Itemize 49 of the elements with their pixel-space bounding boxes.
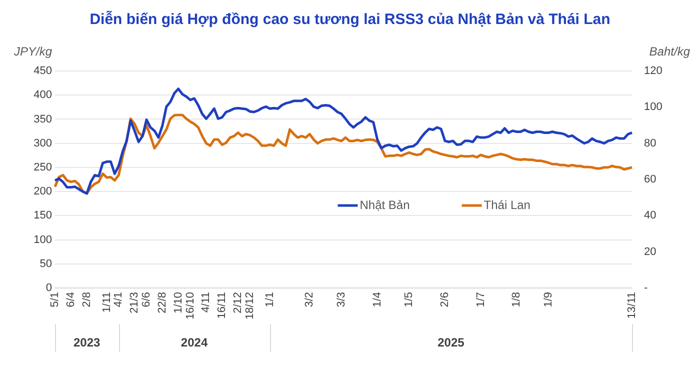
y-tick-label: 200 bbox=[34, 186, 52, 198]
y2-tick-label: 120 bbox=[644, 65, 662, 78]
x-tick-label: 21/3 bbox=[128, 292, 141, 314]
text: 2024 bbox=[180, 335, 208, 350]
y2-tick-label: 60 bbox=[644, 174, 656, 186]
y2-tick-label: 100 bbox=[644, 101, 662, 114]
x-tick-label: 1/10 bbox=[172, 292, 184, 314]
x-tick-label: 1/8 bbox=[510, 292, 523, 308]
text: 2025 bbox=[438, 335, 465, 350]
x-tick-label: 4/1 bbox=[112, 292, 125, 308]
y-tick-label: 100 bbox=[34, 234, 52, 246]
x-tick-label: 16/11 bbox=[216, 292, 228, 319]
x-tick-label: 4/11 bbox=[200, 292, 212, 313]
x-tick-label: 16/10 bbox=[184, 292, 196, 320]
x-tick-label: 5/1 bbox=[49, 292, 62, 308]
y-tick-label: 50 bbox=[40, 258, 52, 270]
x-tick-label: 1/4 bbox=[371, 292, 384, 308]
legend-label: Thái Lan bbox=[484, 198, 530, 212]
x-tick-label: 3/3 bbox=[336, 292, 348, 308]
y-axis-title: JPY/kg bbox=[13, 44, 52, 58]
x-tick-label: 1/1 bbox=[264, 292, 276, 308]
y-tick-label: 150 bbox=[34, 210, 52, 222]
y-tick-label: 450 bbox=[34, 65, 52, 78]
x-tick-label: 2/6 bbox=[439, 292, 452, 308]
x-tick-label: 1/11 bbox=[100, 292, 113, 313]
text: 2023 bbox=[73, 335, 101, 350]
x-tick-label: 2/8 bbox=[80, 292, 93, 308]
x-tick-label: 6/4 bbox=[64, 292, 77, 308]
x-tick-label: 3/2 bbox=[304, 292, 316, 308]
x-tick-label: 13/11 bbox=[626, 292, 638, 319]
y2-axis-title: Baht/kg bbox=[649, 44, 690, 58]
x-tick-label: 1/5 bbox=[403, 292, 416, 308]
chart-title: Diễn biến giá Hợp đồng cao su tương lai RSS3 của Nhật Bản và Thái Lan bbox=[90, 10, 610, 28]
x-tick-label: 1/7 bbox=[474, 292, 487, 308]
y-tick-label: 300 bbox=[34, 137, 52, 150]
x-tick-label: 22/8 bbox=[156, 292, 168, 314]
y-tick-label: 250 bbox=[34, 161, 52, 174]
x-tick-label: 1/9 bbox=[542, 292, 554, 308]
legend-label: Nhật Bản bbox=[360, 198, 410, 212]
x-tick-label: 18/12 bbox=[244, 292, 256, 320]
x-tick-label: 2/12 bbox=[232, 292, 244, 314]
y2-tick-label: 40 bbox=[644, 210, 656, 222]
y-tick-label: 350 bbox=[34, 113, 52, 126]
y2-tick-label: 20 bbox=[644, 246, 656, 258]
x-tick-label: 6/6 bbox=[140, 292, 153, 308]
y2-tick-label: 80 bbox=[644, 137, 656, 150]
y2-tick-label: - bbox=[644, 282, 648, 294]
y-tick-label: 0 bbox=[46, 282, 52, 294]
y-tick-label: 400 bbox=[34, 89, 52, 102]
